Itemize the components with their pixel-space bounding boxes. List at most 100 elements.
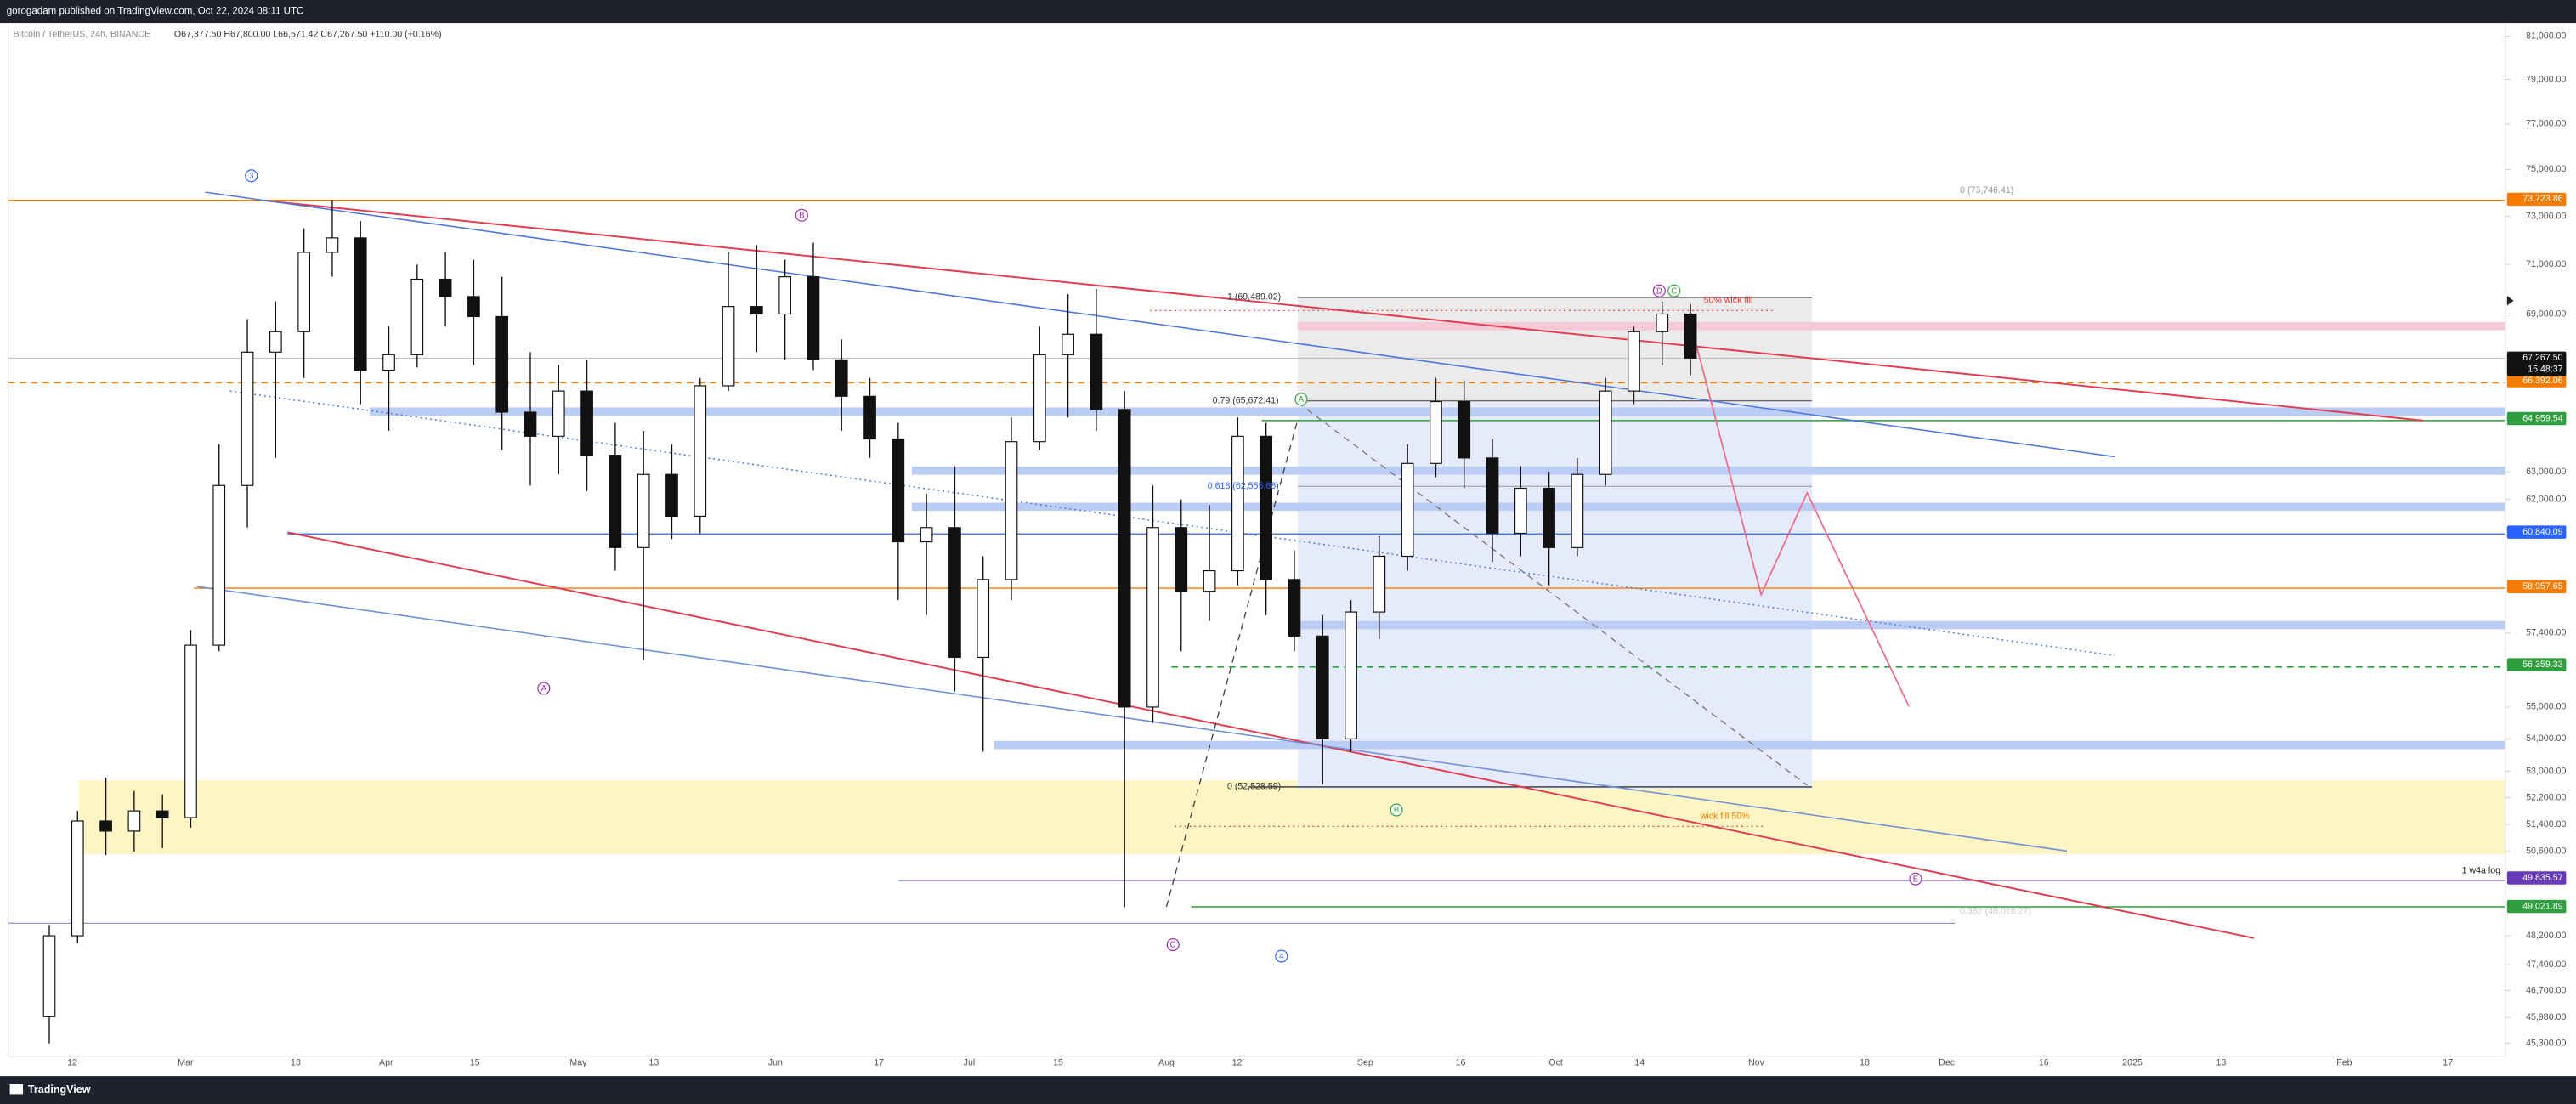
candle-body bbox=[212, 484, 226, 646]
wave-circle bbox=[795, 208, 808, 222]
time-label: 17 bbox=[874, 1057, 884, 1067]
time-label: Apr bbox=[379, 1057, 393, 1067]
time-label: 13 bbox=[2216, 1057, 2227, 1067]
candle-body bbox=[750, 306, 763, 315]
projection bbox=[1165, 418, 1299, 908]
wave-label: E bbox=[1913, 875, 1919, 884]
tick-label: 81,000.00 bbox=[2526, 31, 2566, 41]
footer-bar bbox=[0, 1076, 2576, 1104]
time-label: 16 bbox=[1456, 1057, 1466, 1067]
tick-label: 79,000.00 bbox=[2526, 74, 2566, 84]
candle-body bbox=[1430, 400, 1442, 464]
price-tag bbox=[2506, 374, 2567, 388]
projection bbox=[1297, 402, 1808, 786]
candle-body bbox=[439, 278, 452, 297]
price-tag bbox=[2506, 871, 2567, 885]
candle-body bbox=[609, 455, 622, 548]
candle-body bbox=[410, 278, 424, 355]
fib-label: 0 (73,746.41) bbox=[1960, 185, 2013, 195]
price-tag-label: 56,359.33 bbox=[2522, 660, 2562, 670]
time-label: 15 bbox=[470, 1057, 480, 1067]
candle-body bbox=[354, 237, 367, 371]
fib-label: 0.618 (62,555.68) bbox=[1208, 481, 1279, 491]
candle-body bbox=[1486, 457, 1499, 535]
last-price: 67,267.50 bbox=[2522, 353, 2562, 363]
candle-body bbox=[1571, 473, 1584, 548]
price-tag bbox=[2506, 899, 2567, 914]
candle-body bbox=[665, 473, 678, 518]
candle-body bbox=[1628, 331, 1640, 392]
candle-body bbox=[1062, 333, 1074, 355]
tick-label: 46,700.00 bbox=[2526, 985, 2566, 995]
candle-body bbox=[1005, 441, 1018, 580]
candles bbox=[42, 200, 1697, 1044]
candle-body bbox=[1288, 579, 1301, 637]
countdown: 15:48:37 bbox=[2528, 365, 2562, 375]
scroll-arrow[interactable] bbox=[2506, 295, 2514, 306]
wave-circle bbox=[537, 682, 551, 695]
time-label: Feb bbox=[2336, 1057, 2352, 1067]
wave-circle bbox=[1652, 284, 1666, 297]
yellow-zone bbox=[78, 780, 2505, 855]
candle-body bbox=[835, 359, 848, 397]
candle-body bbox=[467, 296, 480, 318]
price-tag bbox=[2506, 525, 2567, 539]
tick-label: 45,980.00 bbox=[2526, 1012, 2566, 1022]
wave-circle bbox=[1390, 803, 1403, 817]
candle-body bbox=[1373, 555, 1386, 613]
pink-band bbox=[1298, 321, 2505, 331]
wave-label: 3 bbox=[249, 172, 253, 181]
price-tag-label: 66,392.06 bbox=[2522, 376, 2562, 386]
candle-body bbox=[1090, 333, 1103, 410]
candle-body bbox=[1514, 487, 1527, 535]
time-label: 17 bbox=[2443, 1057, 2453, 1067]
candle-body bbox=[892, 438, 905, 543]
trend-line bbox=[205, 191, 2115, 458]
wave-circle bbox=[1166, 937, 1180, 952]
price-tag-label: 64,959.54 bbox=[2522, 413, 2562, 423]
candle-body bbox=[1146, 527, 1159, 708]
time-label: 13 bbox=[648, 1057, 659, 1067]
candle-body bbox=[524, 411, 537, 437]
candle-body bbox=[920, 527, 933, 543]
price-tag-label: 60,840.09 bbox=[2522, 527, 2562, 537]
candle-body bbox=[269, 331, 282, 353]
fib-label: 0.382 (48,018.27) bbox=[1960, 907, 2031, 917]
wave-circle bbox=[1294, 393, 1308, 406]
candle-body bbox=[42, 935, 56, 1017]
tick-label: 48,200.00 bbox=[2526, 931, 2566, 941]
symbol-ohlc: O67,377.50 H67,800.00 L66,571.42 C67,267… bbox=[174, 29, 442, 39]
tick-label: 69,000.00 bbox=[2526, 309, 2566, 319]
time-label: Jul bbox=[964, 1057, 976, 1067]
brand[interactable]: TradingView bbox=[28, 1084, 91, 1096]
time-label: Jun bbox=[768, 1057, 783, 1067]
annotations: 1 (69,489.02) 0.79 (65,672.41) 0.618 (62… bbox=[1208, 185, 2500, 917]
price-tag-label: 73,723.86 bbox=[2522, 194, 2562, 204]
blue-band bbox=[1298, 620, 2505, 630]
time-label: Mar bbox=[178, 1057, 194, 1067]
candle-body bbox=[99, 820, 112, 832]
wave-label: D bbox=[1656, 286, 1662, 296]
candle-body bbox=[863, 395, 876, 440]
fib-label: 0 (52,528.59) bbox=[1227, 782, 1281, 792]
blue-band bbox=[911, 466, 2505, 475]
price-axis bbox=[2505, 23, 2576, 1077]
time-axis: 12 Mar 18 Apr 15 May 13 Jun 17 Jul 15 Aug 12 Sep 16 Oct… bbox=[67, 1057, 2453, 1067]
trend-line bbox=[229, 390, 2115, 657]
price-tag-label: 49,835.57 bbox=[2522, 873, 2562, 883]
candle-body bbox=[694, 385, 707, 518]
candle-body bbox=[156, 810, 169, 818]
price-tag-label: 58,957.65 bbox=[2522, 581, 2562, 592]
trend-line bbox=[263, 199, 2424, 422]
symbol-name: Bitcoin / TetherUS, 24h, BINANCE bbox=[13, 29, 150, 39]
blue-band bbox=[911, 502, 2505, 512]
candle-body bbox=[71, 820, 84, 937]
wave-label: C bbox=[1170, 941, 1176, 950]
candle-body bbox=[1118, 409, 1131, 708]
wave-label: B bbox=[1394, 806, 1399, 815]
trend-line bbox=[196, 586, 2067, 852]
note: 1 w4a log bbox=[2462, 865, 2501, 875]
candle-body bbox=[552, 390, 565, 437]
